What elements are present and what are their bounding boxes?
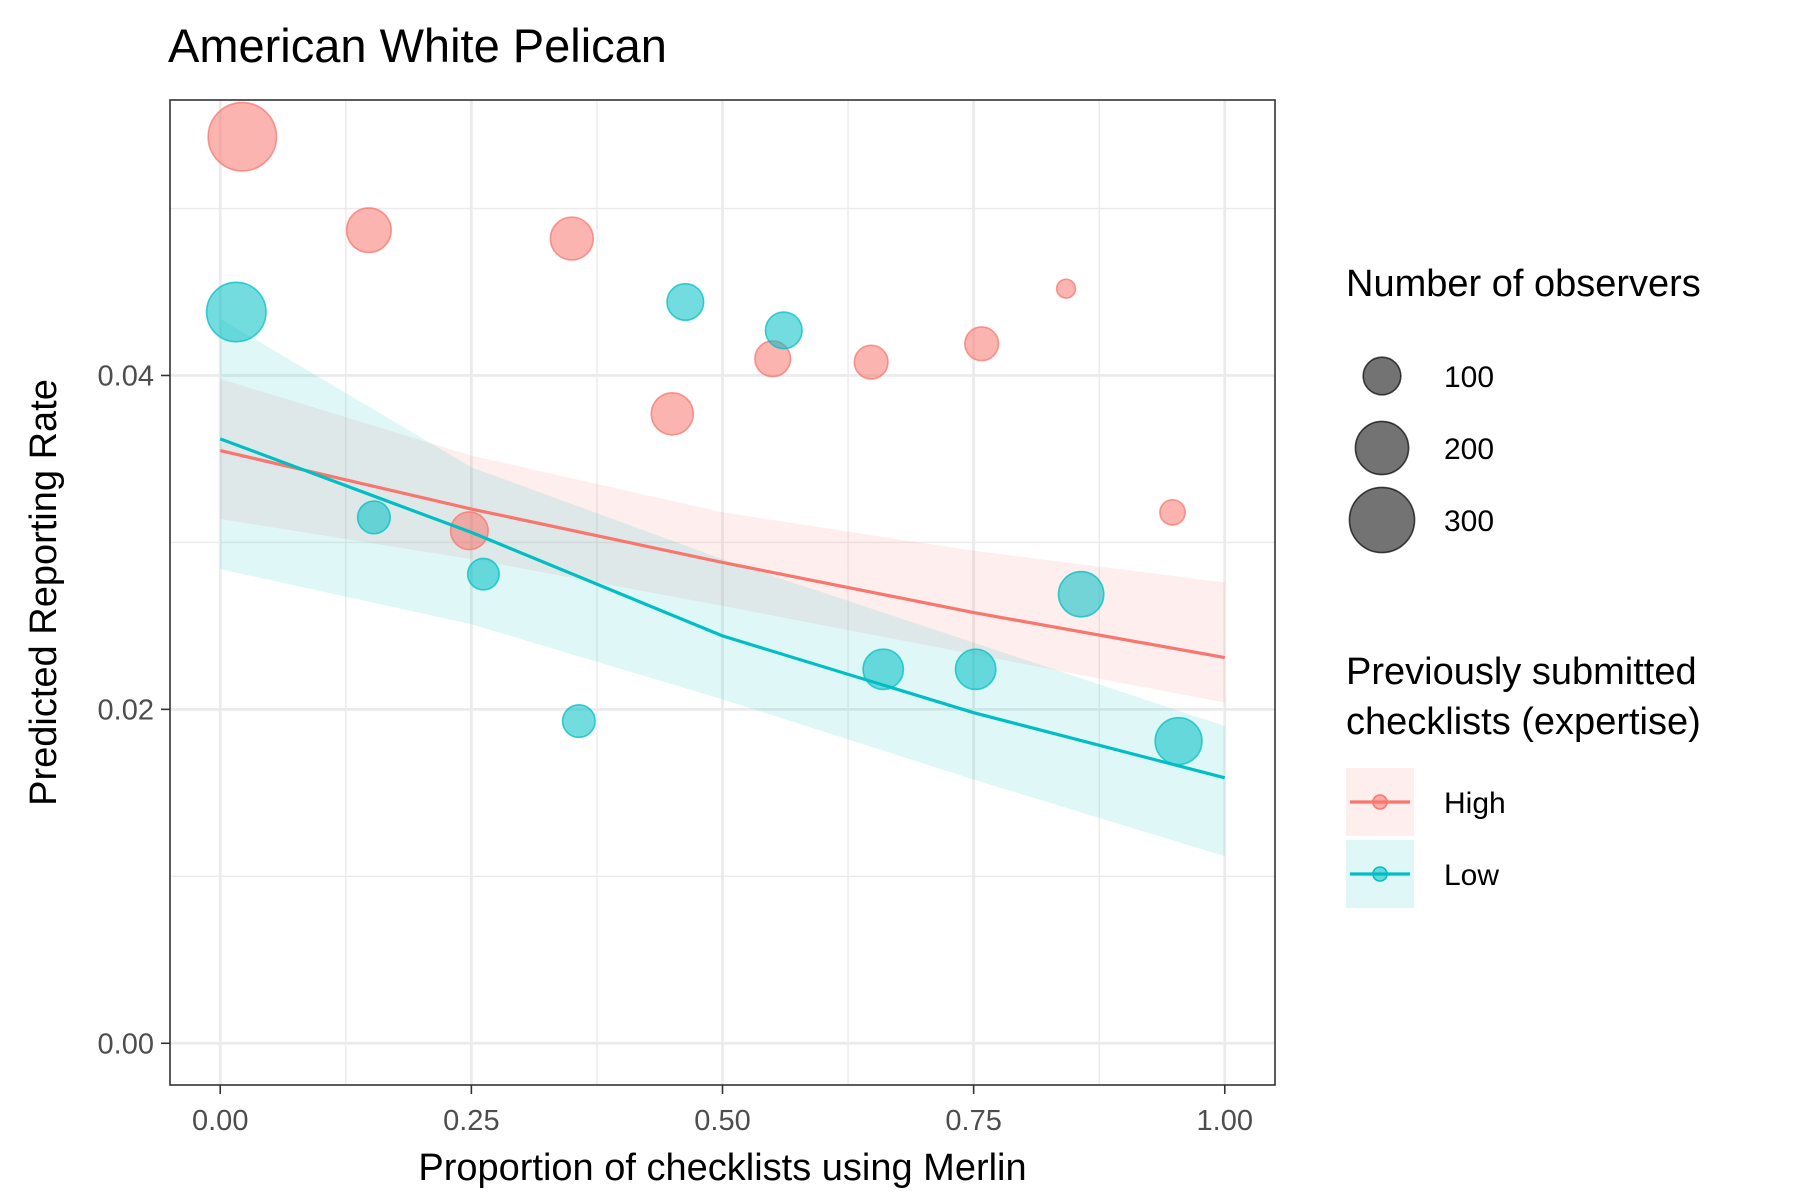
ci-ribbon-low xyxy=(220,318,1225,857)
data-point-low xyxy=(666,282,705,322)
color-legend-key-point xyxy=(1372,794,1388,810)
size-legend-label: 300 xyxy=(1444,505,1494,538)
data-point-low xyxy=(205,281,267,343)
grid-lines xyxy=(170,100,1275,1085)
color-legend-key-point xyxy=(1372,866,1388,882)
legend: Number of observers 100 200 300 Previously s… xyxy=(1346,263,1701,908)
data-point-high xyxy=(853,344,889,380)
x-axis-title: Proportion of checklists using Merlin xyxy=(418,1147,1026,1189)
size-legend-key xyxy=(1354,420,1410,476)
data-point-high xyxy=(1055,278,1077,299)
color-legend-title: checklists (expertise) xyxy=(1346,701,1701,743)
fit-line-low xyxy=(219,437,1226,780)
data-point-low xyxy=(1154,716,1203,766)
y-tick-label: 0.00 xyxy=(98,1028,154,1060)
data-point-low xyxy=(466,557,500,591)
data-point-high xyxy=(345,207,392,254)
x-tick-label: 0.25 xyxy=(443,1105,499,1137)
color-legend-label: High xyxy=(1444,787,1506,820)
x-tick-label: 0.50 xyxy=(694,1105,750,1137)
ci-ribbon-high xyxy=(220,378,1225,703)
data-point-low xyxy=(1057,570,1105,618)
size-legend-title: Number of observers xyxy=(1346,263,1701,305)
fit-line-high xyxy=(219,449,1226,660)
data-point-low xyxy=(862,648,905,691)
data-point-high xyxy=(650,392,695,436)
color-legend-title: Previously submitted xyxy=(1346,651,1697,693)
data-point-high xyxy=(207,101,278,172)
data-point-low xyxy=(356,500,392,535)
size-legend-label: 200 xyxy=(1444,433,1494,466)
x-tick-label: 0.75 xyxy=(945,1105,1001,1137)
y-axis-title: Predicted Reporting Rate xyxy=(23,379,65,806)
data-point-low xyxy=(954,648,997,691)
size-legend-key xyxy=(1362,356,1402,396)
data-point-high xyxy=(964,326,1000,362)
size-legend-label: 100 xyxy=(1444,361,1494,394)
chart-title: American White Pelican xyxy=(168,19,667,72)
confidence-ribbons xyxy=(220,318,1225,857)
data-point-low xyxy=(764,311,803,350)
x-tick-label: 1.00 xyxy=(1197,1105,1253,1137)
x-tick-label: 0.00 xyxy=(192,1105,248,1137)
y-tick-label: 0.02 xyxy=(98,694,154,726)
y-tick-label: 0.04 xyxy=(98,360,154,392)
data-point-high xyxy=(1159,498,1186,526)
axes: 0.00 0.25 0.50 0.75 1.00 0.00 0.02 0.04 xyxy=(98,360,1253,1137)
data-point-low xyxy=(561,703,596,739)
color-legend-label: Low xyxy=(1444,859,1499,892)
data-point-high xyxy=(549,216,595,261)
fit-lines xyxy=(219,437,1226,780)
size-legend-key xyxy=(1348,486,1416,554)
